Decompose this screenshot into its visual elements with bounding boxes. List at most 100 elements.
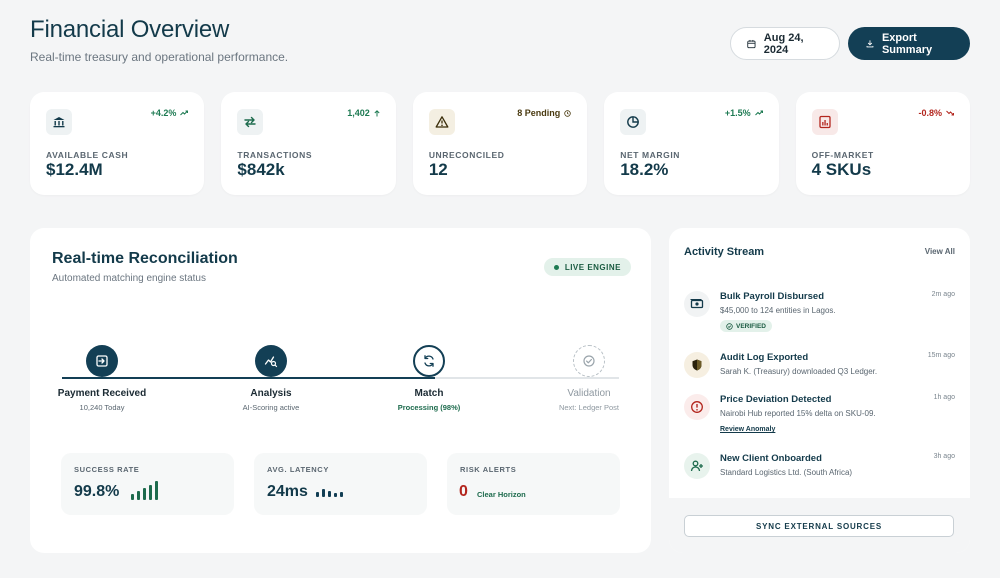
kpi-label: OFF-MARKET — [811, 150, 874, 160]
reconciliation-title: Real-time Reconciliation — [52, 250, 238, 267]
kpi-badge: +4.2% — [151, 108, 189, 118]
reconciliation-panel: Real-time Reconciliation Automated match… — [30, 228, 651, 553]
view-all-link[interactable]: View All — [924, 247, 955, 256]
export-label: Export Summary — [881, 31, 933, 56]
step-desc: Processing (98%) — [397, 403, 461, 412]
status-dot-icon — [553, 264, 559, 270]
activity-desc: $45,000 to 124 entities in Lagos. — [720, 306, 836, 315]
activity-desc: Nairobi Hub reported 15% delta on SKU-09… — [720, 409, 876, 418]
kpi-label: TRANSACTIONS — [237, 150, 313, 160]
kpi-label: NET MARGIN — [620, 150, 681, 160]
trend-up-icon — [180, 110, 189, 116]
step-desc: AI-Scoring active — [242, 403, 300, 412]
inbox-enter-icon — [86, 345, 118, 377]
sync-icon — [413, 345, 445, 377]
kpi-value: 12 — [428, 160, 448, 179]
bank-icon — [46, 109, 72, 135]
step-validation[interactable]: Validation Next: Ledger Post — [519, 345, 659, 412]
report-icon — [811, 109, 838, 135]
step-match[interactable]: Match Processing (98%) — [359, 345, 499, 412]
verified-badge: VERIFIED — [720, 320, 772, 332]
clock-icon — [564, 109, 571, 117]
step-desc: 10,240 Today — [79, 403, 125, 412]
activity-time: 1h ago — [933, 394, 955, 401]
step-analysis[interactable]: Analysis AI-Scoring active — [201, 345, 341, 412]
payments-icon — [684, 291, 710, 317]
metric-avg-latency: AVG. LATENCY 24ms — [254, 453, 427, 515]
kpi-value: 4 SKUs — [811, 160, 872, 179]
page-header: Financial Overview Real-time treasury an… — [30, 16, 970, 66]
arrow-up-icon — [374, 109, 380, 116]
step-name: Validation — [567, 388, 611, 399]
metric-label: SUCCESS RATE — [74, 465, 140, 474]
metric-value: 99.8% — [74, 483, 120, 500]
activity-time: 15m ago — [927, 352, 955, 359]
step-name: Match — [414, 388, 444, 399]
live-engine-badge: LIVE ENGINE — [543, 258, 631, 276]
activity-name: New Client Onboarded — [720, 453, 822, 464]
activity-time: 3h ago — [933, 453, 955, 460]
kpi-label: UNRECONCILED — [428, 150, 505, 160]
step-name: Analysis — [250, 388, 292, 399]
activity-stream-panel: Activity Stream View All Bulk Payroll Di… — [669, 228, 970, 553]
export-summary-button[interactable]: Export Summary — [848, 27, 970, 60]
metric-value: 0 — [459, 483, 468, 500]
kpi-card-available-cash[interactable]: +4.2% AVAILABLE CASH $12.4M — [30, 92, 205, 195]
activity-footer: SYNC EXTERNAL SOURCES — [669, 498, 970, 553]
pipeline-track — [62, 377, 619, 379]
pie-chart-icon — [620, 109, 647, 135]
metric-note: Clear Horizon — [477, 490, 526, 499]
transfer-arrows-icon — [237, 109, 264, 135]
step-desc: Next: Ledger Post — [558, 403, 620, 412]
success-bars-icon — [131, 481, 158, 500]
metric-value: 24ms — [267, 483, 308, 500]
live-engine-label: LIVE ENGINE — [564, 262, 621, 272]
kpi-card-off-market[interactable]: -0.8% OFF-MARKET 4 SKUs — [795, 92, 971, 195]
kpi-row: +4.2% AVAILABLE CASH $12.4M 1,402 TRANSA… — [30, 92, 971, 195]
step-name: Payment Received — [57, 388, 147, 399]
activity-name: Bulk Payroll Disbursed — [720, 291, 825, 302]
activity-desc: Sarah K. (Treasury) downloaded Q3 Ledger… — [720, 367, 878, 376]
analysis-search-icon — [255, 345, 287, 377]
kpi-value: $12.4M — [46, 160, 103, 179]
kpi-badge: 8 Pending — [517, 108, 571, 118]
shield-icon — [684, 352, 710, 378]
person-add-icon — [684, 453, 710, 479]
date-label: Aug 24, 2024 — [763, 31, 804, 56]
pipeline-progress — [62, 377, 436, 379]
kpi-card-net-margin[interactable]: +1.5% NET MARGIN 18.2% — [604, 92, 779, 195]
step-payment-received[interactable]: Payment Received 10,240 Today — [32, 345, 172, 412]
metric-label: RISK ALERTS — [460, 465, 517, 474]
verified-label: VERIFIED — [736, 322, 766, 330]
metric-risk-alerts: RISK ALERTS 0 Clear Horizon — [447, 453, 620, 515]
reconciliation-subtitle: Automated matching engine status — [52, 273, 206, 284]
page-subtitle: Real-time treasury and operational perfo… — [30, 50, 289, 64]
activity-name: Price Deviation Detected — [720, 394, 832, 405]
kpi-badge: +1.5% — [725, 108, 763, 118]
check-circle-icon — [726, 322, 733, 330]
activity-time: 2m ago — [931, 291, 955, 298]
date-picker-button[interactable]: Aug 24, 2024 — [730, 27, 840, 60]
trend-down-icon — [946, 110, 955, 116]
kpi-badge: -0.8% — [919, 108, 955, 118]
page-title: Financial Overview — [30, 16, 230, 43]
sync-external-sources-button[interactable]: SYNC EXTERNAL SOURCES — [684, 515, 954, 537]
review-anomaly-link[interactable]: Review Anomaly — [720, 426, 776, 433]
kpi-card-unreconciled[interactable]: 8 Pending UNRECONCILED 12 — [412, 92, 588, 195]
latency-bars-icon — [316, 489, 343, 497]
kpi-label: AVAILABLE CASH — [46, 150, 129, 160]
calendar-icon — [747, 39, 756, 48]
warning-icon — [428, 109, 455, 135]
metric-success-rate: SUCCESS RATE 99.8% — [61, 453, 234, 515]
alert-circle-icon — [684, 394, 710, 420]
kpi-value: $842k — [237, 160, 285, 179]
kpi-value: 18.2% — [620, 160, 669, 179]
header-actions: Aug 24, 2024 Export Summary — [730, 27, 970, 60]
kpi-badge: 1,402 — [347, 108, 380, 118]
metric-label: AVG. LATENCY — [267, 465, 329, 474]
badge-check-icon — [573, 345, 605, 377]
trend-up-icon — [754, 110, 763, 116]
kpi-card-transactions[interactable]: 1,402 TRANSACTIONS $842k — [221, 92, 396, 195]
activity-desc: Standard Logistics Ltd. (South Africa) — [720, 468, 853, 477]
activity-name: Audit Log Exported — [720, 352, 809, 363]
